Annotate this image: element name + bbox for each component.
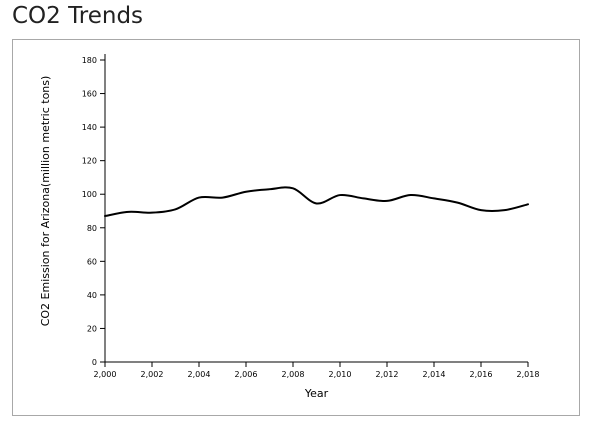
x-axis: 2,000 2,002 2,004 2,006 2,008 2,010 2,012 2,014… (94, 361, 540, 379)
x-tick-label: 2,016 (470, 370, 493, 379)
x-tick-label: 2,018 (517, 370, 540, 379)
y-tick-label: 0 (92, 358, 97, 367)
x-tick-label: 2,010 (329, 370, 352, 379)
x-tick-label: 2,006 (235, 370, 258, 379)
y-tick-label: 160 (82, 90, 97, 99)
x-tick-label: 2,002 (141, 370, 164, 379)
y-tick-label: 100 (82, 190, 97, 199)
y-axis-title: CO2 Emission for Arizona(million metric … (39, 76, 52, 327)
y-tick-label: 140 (82, 123, 97, 132)
y-tick-label: 40 (87, 291, 97, 300)
x-tick-label: 2,008 (282, 370, 305, 379)
y-tick-label: 120 (82, 157, 97, 166)
y-tick-label: 20 (87, 324, 97, 333)
x-tick-label: 2,004 (188, 370, 211, 379)
y-tick-label: 80 (87, 224, 97, 233)
line-chart: 0 20 40 60 80 100 120 140 160 180 2,000 2,002 2,004… (39, 54, 540, 400)
y-axis: 0 20 40 60 80 100 120 140 160 180 (82, 54, 106, 367)
x-tick-label: 2,014 (423, 370, 446, 379)
x-tick-label: 2,000 (94, 370, 117, 379)
x-axis-title: Year (304, 387, 329, 400)
page-title: CO2 Trends (12, 3, 144, 29)
series-line (104, 186, 529, 218)
y-tick-label: 60 (87, 257, 97, 266)
series-layer (104, 186, 529, 218)
chart-panel: 0 20 40 60 80 100 120 140 160 180 2,000 2,002 2,004… (12, 39, 580, 416)
x-tick-label: 2,012 (376, 370, 399, 379)
y-tick-label: 180 (82, 56, 97, 65)
